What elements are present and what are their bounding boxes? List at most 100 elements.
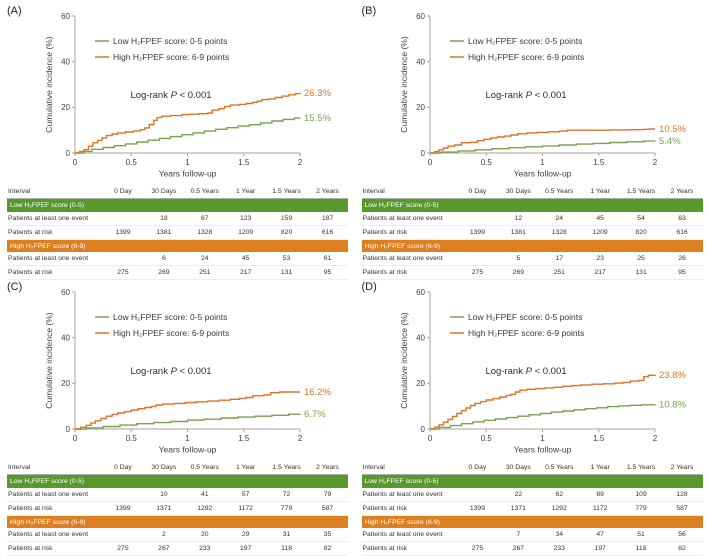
cell-value: 118 [621, 542, 662, 556]
cell-value: 89 [580, 488, 621, 501]
legend-label: High H₂FPEF score: 6-9 points [468, 52, 584, 62]
y-axis-label: Cumulative incidence (%) [44, 36, 54, 133]
y-tick-label: 0 [420, 425, 425, 434]
x-axis-label: Years follow-up [159, 445, 217, 455]
cell-value: 25 [621, 252, 662, 265]
y-tick-label: 40 [416, 57, 425, 66]
cell-value: 63 [662, 212, 703, 225]
x-tick-label: 1.5 [593, 158, 605, 167]
cell-value: 7 [498, 528, 539, 541]
y-tick-label: 20 [61, 379, 70, 388]
panel-b-label: (B) [362, 5, 377, 17]
row-label: Patients at least one event [7, 488, 102, 501]
group-band-label: High H₂FPEF score (6-9) [362, 515, 703, 528]
cell-value: 1381 [143, 225, 184, 239]
column-header: 0.5 Years [539, 185, 580, 198]
y-tick-label: 20 [416, 103, 425, 112]
cell-value: 1172 [580, 501, 621, 515]
column-header: 1.5 Years [266, 185, 307, 198]
legend-label: Low H₂FPEF score: 0-5 points [468, 36, 582, 46]
cell-value [457, 252, 498, 265]
y-tick-label: 40 [61, 57, 70, 66]
panel-c-label: (C) [7, 281, 22, 293]
y-tick-label: 60 [416, 288, 425, 297]
cell-value: 128 [662, 488, 703, 501]
row-label: Patients at risk [7, 542, 102, 556]
cell-value: 1209 [580, 225, 621, 239]
cell-value [102, 212, 143, 225]
curve-end-percentage: 15.5% [304, 113, 331, 124]
legend-label: High H₂FPEF score: 6-9 points [113, 328, 229, 338]
group-band-row: Low H₂FPEF score (0-5) [7, 198, 348, 211]
y-axis-label: Cumulative incidence (%) [399, 36, 409, 133]
column-header: 1 Year [580, 185, 621, 198]
x-tick-label: 2 [652, 434, 657, 443]
row-label: Patients at risk [362, 501, 457, 515]
group-band-label: Low H₂FPEF score (0-5) [362, 474, 703, 487]
cell-value: 23 [580, 252, 621, 265]
curve-end-percentage: 6.7% [304, 409, 326, 420]
panel-d-label: (D) [362, 281, 377, 293]
x-axis-label: Years follow-up [159, 169, 217, 179]
cell-value: 22 [498, 488, 539, 501]
cell-value: 1399 [102, 501, 143, 515]
cell-value: 45 [580, 212, 621, 225]
curve-end-percentage: 26.3% [304, 88, 331, 99]
group-band-label: Low H₂FPEF score (0-5) [362, 198, 703, 211]
cell-value: 1328 [539, 225, 580, 239]
column-header: 0 Day [102, 461, 143, 474]
y-tick-label: 60 [416, 12, 425, 21]
column-header: 1.5 Years [266, 461, 307, 474]
cell-value: 67 [184, 212, 225, 225]
legend-label: Low H₂FPEF score: 0-5 points [113, 312, 227, 322]
cell-value [102, 252, 143, 265]
group-band-label: High H₂FPEF score (6-9) [7, 515, 348, 528]
x-tick-label: 0.5 [126, 434, 138, 443]
x-tick-label: 2 [298, 434, 303, 443]
group-band-row: Low H₂FPEF score (0-5) [362, 198, 703, 211]
cell-value: 57 [225, 488, 266, 501]
x-axis-label: Years follow-up [513, 445, 571, 455]
survival-curve [430, 404, 655, 429]
column-header: 30 Days [498, 461, 539, 474]
survival-curve [75, 392, 300, 429]
column-header: 0.5 Years [539, 461, 580, 474]
row-label: Patients at risk [362, 225, 457, 239]
cell-value: 1371 [143, 501, 184, 515]
cell-value: 82 [662, 542, 703, 556]
cell-value: 54 [621, 212, 662, 225]
cell-value: 56 [662, 528, 703, 541]
legend-label: High H₂FPEF score: 6-9 points [468, 328, 584, 338]
y-axis-label: Cumulative incidence (%) [44, 312, 54, 409]
log-rank-annotation: Log-rank P < 0.001 [130, 90, 211, 101]
log-rank-annotation: Log-rank P < 0.001 [130, 366, 211, 377]
group-band-row: High H₂FPEF score (6-9) [362, 515, 703, 528]
column-header: 1 Year [225, 461, 266, 474]
cell-value: 72 [266, 488, 307, 501]
cell-value [457, 212, 498, 225]
row-label: Patients at least one event [7, 212, 102, 225]
row-label: Patients at least one event [362, 212, 457, 225]
cell-value: 616 [662, 225, 703, 239]
x-tick-label: 0.5 [480, 158, 492, 167]
cell-value: 5 [498, 252, 539, 265]
cell-value: 1399 [457, 501, 498, 515]
column-header: 30 Days [143, 461, 184, 474]
survival-curve [430, 129, 655, 153]
group-band-label: Low H₂FPEF score (0-5) [7, 198, 348, 211]
cell-value: 1292 [184, 501, 225, 515]
